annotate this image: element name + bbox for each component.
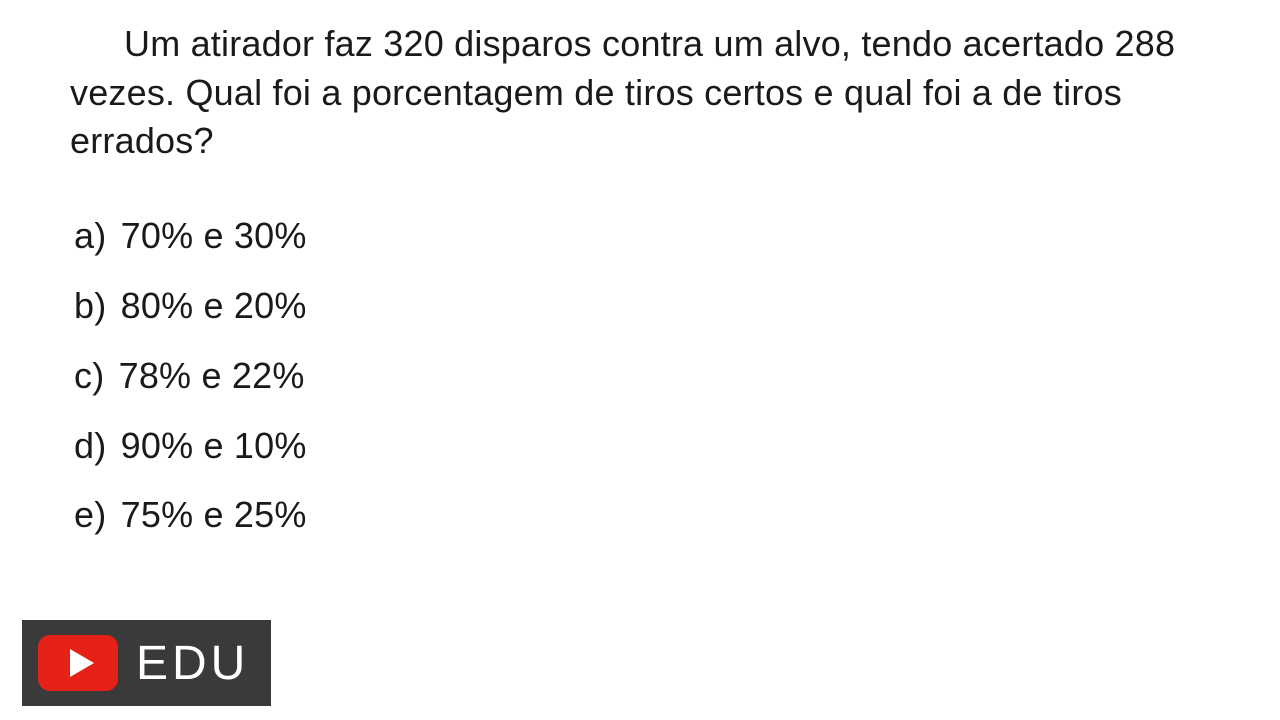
option-label: b) — [74, 285, 106, 326]
options-list: a) 70% e 30% b) 80% e 20% c) 78% e 22% d… — [70, 214, 1220, 538]
option-c: c) 78% e 22% — [74, 354, 1220, 398]
option-label: e) — [74, 494, 106, 535]
option-text: 90% e 10% — [121, 425, 307, 466]
option-b: b) 80% e 20% — [74, 284, 1220, 328]
option-text: 75% e 25% — [121, 494, 307, 535]
option-e: e) 75% e 25% — [74, 493, 1220, 537]
question-text: Um atirador faz 320 disparos contra um a… — [70, 20, 1220, 166]
badge-text: EDU — [136, 636, 249, 691]
youtube-play-icon — [38, 635, 118, 691]
youtube-edu-badge: EDU — [22, 620, 271, 706]
option-d: d) 90% e 10% — [74, 424, 1220, 468]
option-label: c) — [74, 355, 104, 396]
option-text: 70% e 30% — [121, 215, 307, 256]
option-a: a) 70% e 30% — [74, 214, 1220, 258]
option-text: 78% e 22% — [119, 355, 305, 396]
option-label: d) — [74, 425, 106, 466]
option-label: a) — [74, 215, 106, 256]
option-text: 80% e 20% — [121, 285, 307, 326]
page: Um atirador faz 320 disparos contra um a… — [0, 0, 1280, 537]
